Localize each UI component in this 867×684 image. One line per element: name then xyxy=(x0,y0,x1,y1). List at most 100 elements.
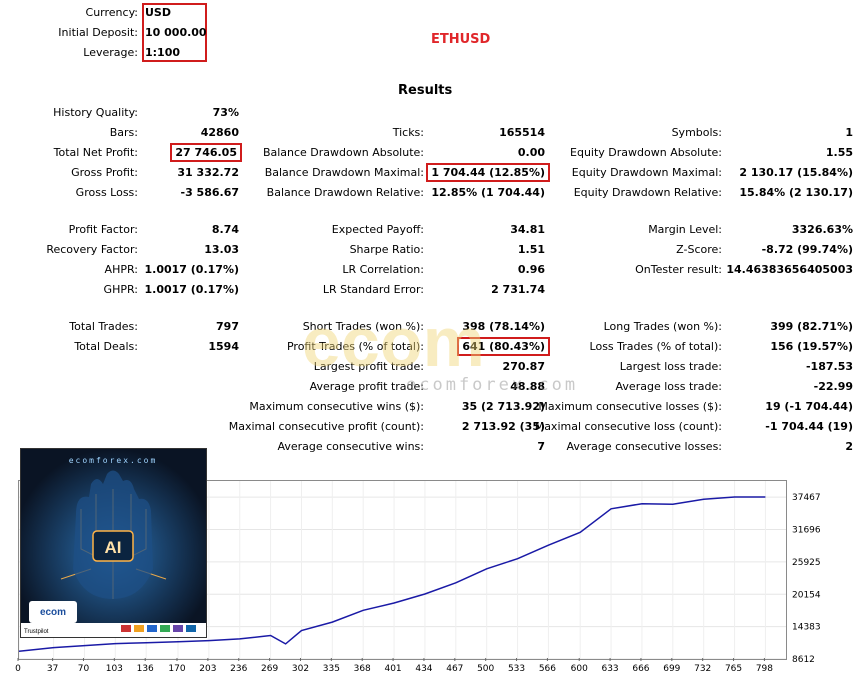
equity-dd-abs-value: 1.55 xyxy=(825,146,853,159)
x-tick-label: 666 xyxy=(632,664,649,674)
x-tick-label: 368 xyxy=(354,664,371,674)
total-trades-value: 797 xyxy=(216,320,239,333)
lr-correlation-value: 0.96 xyxy=(517,263,545,276)
equity-dd-abs-label: Equity Drawdown Absolute: xyxy=(570,146,722,159)
average-profit-label: Average profit trade: xyxy=(309,380,424,393)
y-tick-label: 37467 xyxy=(792,493,821,503)
z-score-value: -8.72 (99.74%) xyxy=(761,243,853,256)
trustpilot-label: Trustpilot xyxy=(24,629,49,635)
maximal-consec-profit-label: Maximal consecutive profit (count): xyxy=(228,420,424,433)
equity-dd-max-label: Equity Drawdown Maximal: xyxy=(571,166,722,179)
sharpe-ratio-label: Sharpe Ratio: xyxy=(349,243,424,256)
gross-loss-value: -3 586.67 xyxy=(180,186,240,199)
total-deals-value: 1594 xyxy=(208,340,239,353)
x-tick-label: 434 xyxy=(415,664,432,674)
z-score-label: Z-Score: xyxy=(676,243,722,256)
profit-trades-label: Profit Trades (% of total): xyxy=(286,340,424,353)
ahpr-label: AHPR: xyxy=(104,263,138,276)
total-net-profit-value: 27 746.05 xyxy=(170,143,242,162)
symbols-value: 1 xyxy=(845,126,853,139)
long-trades-value: 399 (82.71%) xyxy=(770,320,853,333)
results-title: Results xyxy=(398,83,453,98)
y-tick-label: 31696 xyxy=(792,526,821,536)
ticks-label: Ticks: xyxy=(392,126,424,139)
max-consec-losses-label: Maximum consecutive losses ($): xyxy=(538,400,722,413)
history-quality-label: History Quality: xyxy=(53,106,138,119)
ai-hand-image: ecomforex.com AI ecom Trustpilot xyxy=(21,449,206,637)
short-trades-value: 398 (78.14%) xyxy=(462,320,545,333)
profit-factor-value: 8.74 xyxy=(211,223,239,236)
x-tick-label: 0 xyxy=(15,664,21,674)
total-trades-label: Total Trades: xyxy=(69,320,138,333)
equity-dd-rel-value: 15.84% (2 130.17) xyxy=(739,186,853,199)
ai-chip-text: AI xyxy=(105,538,122,557)
gross-profit-label: Gross Profit: xyxy=(71,166,138,179)
currency-label: Currency: xyxy=(85,6,138,19)
short-trades-label: Short Trades (won %): xyxy=(302,320,424,333)
symbols-label: Symbols: xyxy=(671,126,722,139)
y-tick-label: 14383 xyxy=(792,623,821,633)
max-consec-wins-label: Maximum consecutive wins ($): xyxy=(249,400,424,413)
avg-consec-wins-value: 7 xyxy=(537,440,545,453)
initial-deposit-value: 10 000.00 xyxy=(145,26,207,39)
x-tick-label: 302 xyxy=(292,664,309,674)
ontester-result-value: 14.46383656405003 xyxy=(726,263,853,276)
balance-dd-rel-value: 12.85% (1 704.44) xyxy=(431,186,545,199)
lr-std-error-label: LR Standard Error: xyxy=(322,283,424,296)
margin-level-label: Margin Level: xyxy=(648,223,722,236)
recovery-factor-value: 13.03 xyxy=(204,243,239,256)
initial-deposit-label: Initial Deposit: xyxy=(58,26,138,39)
balance-dd-abs-label: Balance Drawdown Absolute: xyxy=(262,146,424,159)
symbol-title: ETHUSD xyxy=(431,32,491,47)
ghpr-label: GHPR: xyxy=(103,283,138,296)
ontester-result-label: OnTester result: xyxy=(635,263,722,276)
long-trades-label: Long Trades (won %): xyxy=(603,320,722,333)
avg-consec-wins-label: Average consecutive wins: xyxy=(277,440,424,453)
total-deals-label: Total Deals: xyxy=(74,340,138,353)
ghpr-value: 1.0017 (0.17%) xyxy=(144,283,240,296)
x-tick-label: 765 xyxy=(725,664,742,674)
balance-dd-rel-label: Balance Drawdown Relative: xyxy=(266,186,424,199)
margin-level-value: 3326.63% xyxy=(791,223,853,236)
profit-factor-label: Profit Factor: xyxy=(68,223,138,236)
x-tick-label: 203 xyxy=(199,664,216,674)
average-loss-label: Average loss trade: xyxy=(615,380,722,393)
maximal-consec-loss-value: -1 704.44 (19) xyxy=(765,420,853,433)
x-tick-label: 732 xyxy=(694,664,711,674)
payment-icons xyxy=(121,625,196,632)
x-tick-label: 70 xyxy=(78,664,90,674)
account-info-box xyxy=(142,3,207,62)
lr-std-error-value: 2 731.74 xyxy=(491,283,545,296)
balance-line xyxy=(18,496,766,652)
x-tick-label: 401 xyxy=(384,664,401,674)
y-tick-label: 20154 xyxy=(792,590,821,600)
lr-correlation-label: LR Correlation: xyxy=(342,263,424,276)
equity-dd-max-value: 2 130.17 (15.84%) xyxy=(739,166,853,179)
largest-loss-label: Largest loss trade: xyxy=(619,360,722,373)
gross-loss-label: Gross Loss: xyxy=(75,186,138,199)
x-tick-label: 600 xyxy=(571,664,588,674)
x-tick-label: 533 xyxy=(508,664,525,674)
ecom-logo-box xyxy=(29,601,77,623)
bars-value: 42860 xyxy=(200,126,239,139)
balance-dd-abs-value: 0.00 xyxy=(517,146,545,159)
maximal-consec-loss-label: Maximal consecutive loss (count): xyxy=(534,420,722,433)
ad-banner[interactable]: ecomforex.com AI ecom Trustpilot xyxy=(20,448,207,638)
balance-dd-max-label: Balance Drawdown Maximal: xyxy=(264,166,424,179)
x-tick-label: 37 xyxy=(47,664,58,674)
expected-payoff-label: Expected Payoff: xyxy=(331,223,424,236)
x-tick-label: 136 xyxy=(137,664,154,674)
x-tick-label: 566 xyxy=(539,664,556,674)
max-consec-losses-value: 19 (-1 704.44) xyxy=(765,400,853,413)
x-tick-label: 467 xyxy=(446,664,463,674)
x-tick-label: 699 xyxy=(663,664,680,674)
y-tick-label: 25925 xyxy=(792,558,821,568)
y-tick-label: 8612 xyxy=(792,655,815,665)
watermark-site: ecomforex.com xyxy=(406,375,578,395)
expected-payoff-value: 34.81 xyxy=(510,223,545,236)
ticks-value: 165514 xyxy=(499,126,545,139)
x-tick-label: 500 xyxy=(477,664,494,674)
history-quality-value: 73% xyxy=(212,106,239,119)
ecom-logo: ecom xyxy=(40,607,66,618)
loss-trades-label: Loss Trades (% of total): xyxy=(589,340,722,353)
